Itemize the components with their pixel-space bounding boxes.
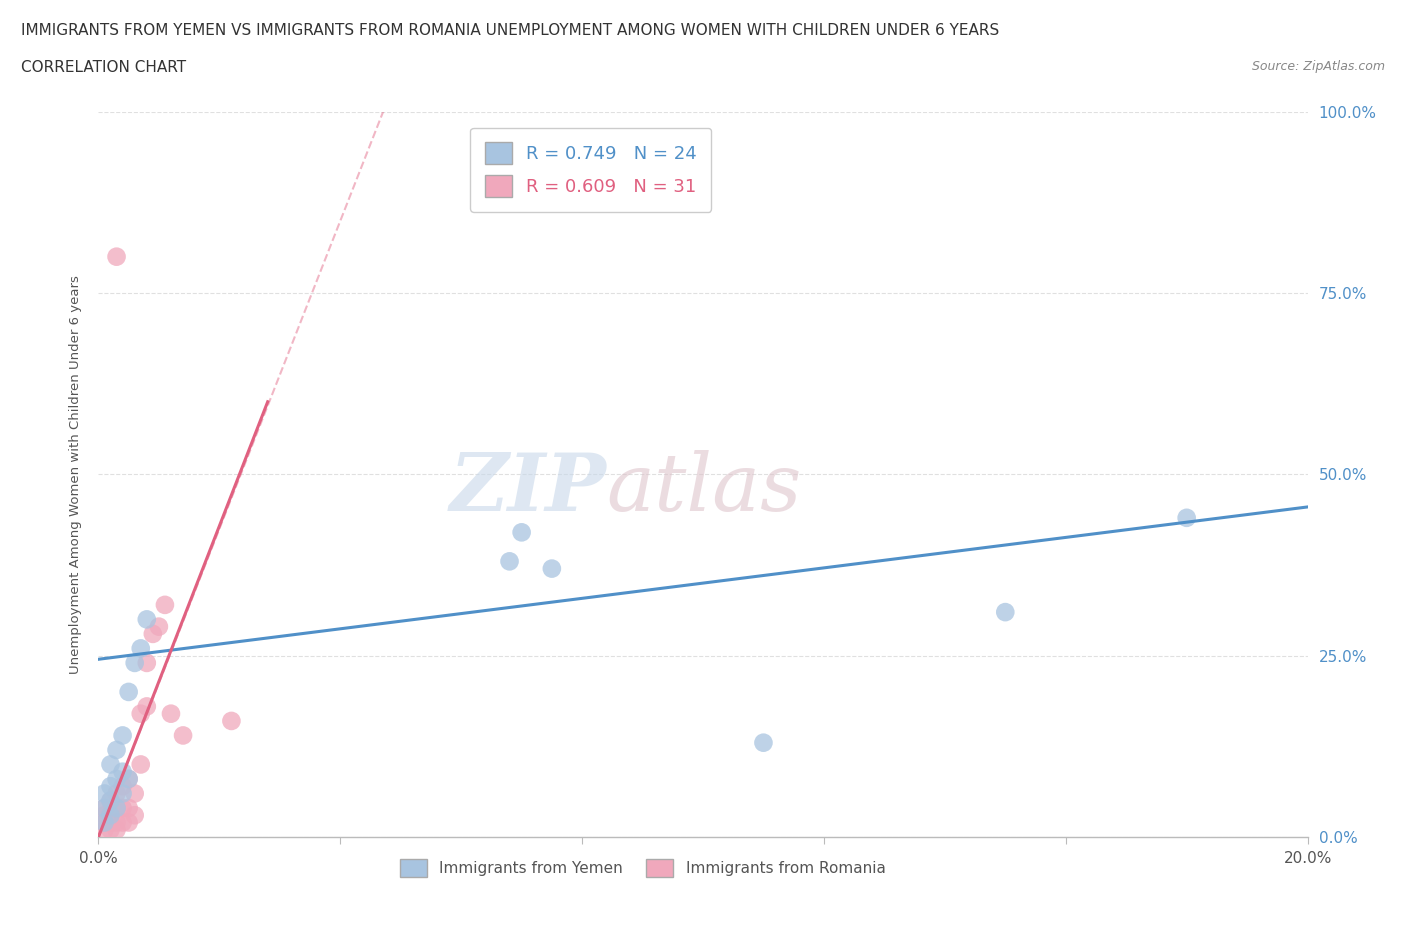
- Point: [105, 742, 128, 757]
- Text: Source: ZipAtlas.com: Source: ZipAtlas.com: [1251, 60, 1385, 73]
- Point: [93, 822, 115, 837]
- Text: IMMIGRANTS FROM YEMEN VS IMMIGRANTS FROM ROMANIA UNEMPLOYMENT AMONG WOMEN WITH C: IMMIGRANTS FROM YEMEN VS IMMIGRANTS FROM…: [21, 23, 1000, 38]
- Point: [160, 706, 183, 721]
- Point: [105, 772, 128, 787]
- Point: [124, 786, 146, 801]
- Point: [100, 822, 122, 837]
- Point: [752, 736, 775, 751]
- Point: [93, 808, 115, 823]
- Text: atlas: atlas: [606, 450, 801, 527]
- Point: [124, 656, 146, 671]
- Text: CORRELATION CHART: CORRELATION CHART: [21, 60, 186, 75]
- Point: [93, 815, 115, 830]
- Point: [100, 793, 122, 808]
- Point: [498, 554, 520, 569]
- Point: [105, 249, 128, 264]
- Point: [111, 728, 134, 743]
- Legend: Immigrants from Yemen, Immigrants from Romania: Immigrants from Yemen, Immigrants from R…: [389, 848, 896, 887]
- Point: [111, 801, 134, 816]
- Point: [100, 757, 122, 772]
- Point: [124, 808, 146, 823]
- Point: [118, 815, 141, 830]
- Point: [221, 713, 243, 728]
- Point: [994, 604, 1017, 619]
- Point: [100, 808, 122, 823]
- Point: [100, 808, 122, 823]
- Point: [93, 786, 115, 801]
- Point: [93, 801, 115, 816]
- Point: [111, 815, 134, 830]
- Point: [118, 772, 141, 787]
- Point: [129, 706, 152, 721]
- Point: [105, 801, 128, 816]
- Point: [118, 684, 141, 699]
- Point: [540, 561, 562, 576]
- Point: [100, 793, 122, 808]
- Point: [118, 801, 141, 816]
- Point: [105, 815, 128, 830]
- Point: [111, 786, 134, 801]
- Point: [135, 699, 157, 714]
- Point: [93, 801, 115, 816]
- Point: [100, 778, 122, 793]
- Point: [142, 627, 165, 642]
- Point: [135, 612, 157, 627]
- Point: [105, 801, 128, 816]
- Point: [148, 619, 170, 634]
- Point: [172, 728, 194, 743]
- Y-axis label: Unemployment Among Women with Children Under 6 years: Unemployment Among Women with Children U…: [69, 275, 82, 673]
- Point: [105, 822, 128, 837]
- Point: [105, 786, 128, 801]
- Point: [118, 772, 141, 787]
- Point: [93, 815, 115, 830]
- Point: [129, 757, 152, 772]
- Point: [111, 778, 134, 793]
- Point: [100, 815, 122, 830]
- Point: [129, 641, 152, 656]
- Text: ZIP: ZIP: [450, 450, 606, 527]
- Point: [1175, 511, 1198, 525]
- Point: [111, 764, 134, 779]
- Point: [135, 656, 157, 671]
- Point: [510, 525, 533, 539]
- Point: [153, 597, 176, 612]
